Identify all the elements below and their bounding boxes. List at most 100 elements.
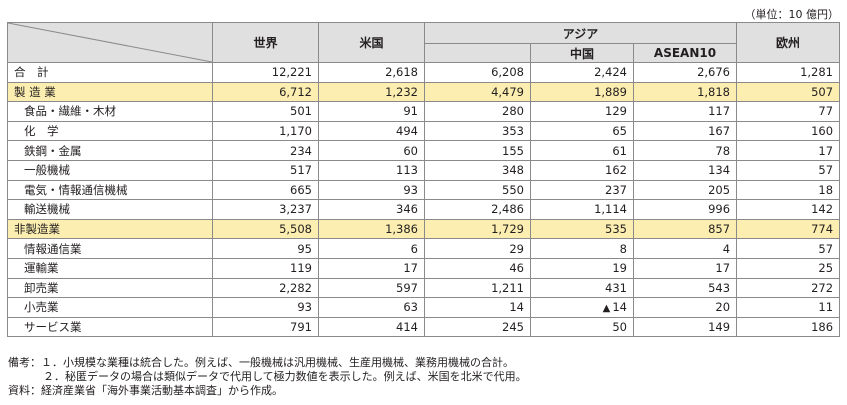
cell-world: 95 <box>212 238 319 259</box>
cell-china: 1,114 <box>530 199 634 220</box>
cell-europe: 142 <box>736 199 841 220</box>
cell-asean: 17 <box>632 257 738 279</box>
cell-asean: 2,676 <box>632 62 738 83</box>
cell-china: 2,424 <box>530 62 634 83</box>
cell-asia: 6,208 <box>424 62 531 83</box>
table-row: 電気・情報通信機械 665 93 550 237 205 18 <box>7 179 841 201</box>
cell-asia: 29 <box>424 238 531 259</box>
cell-us: 6 <box>318 238 425 259</box>
cell-china: 50 <box>530 316 634 338</box>
table-row: 輸送機械 3,237 346 2,486 1,114 996 142 <box>7 199 841 220</box>
table-row: 一般機械 517 113 348 162 134 57 <box>7 159 841 181</box>
col-header-china: 中国 <box>530 43 634 63</box>
cell-europe: 160 <box>736 120 841 142</box>
cell-us: 63 <box>318 297 425 318</box>
cell-us: 1,386 <box>318 218 425 240</box>
row-label: 一般機械 <box>7 159 213 181</box>
cell-us: 2,618 <box>318 62 425 83</box>
diagonal-line <box>8 23 212 62</box>
cell-europe: 17 <box>736 140 841 161</box>
table-row: 鉄鋼・金属 234 60 155 61 78 17 <box>7 140 841 161</box>
cell-china: 61 <box>530 140 634 161</box>
table-row: 小売業 93 63 14 ▲ 14 20 11 <box>7 297 841 318</box>
cell-europe: 1,281 <box>736 62 841 83</box>
cell-world: 2,282 <box>212 277 319 299</box>
cell-china: 535 <box>530 218 634 240</box>
row-label: 運輸業 <box>7 257 213 279</box>
table-row: 食品・繊維・木材 501 91 280 129 117 77 <box>7 101 841 122</box>
row-label: 輸送機械 <box>7 199 213 220</box>
cell-europe: 25 <box>736 257 841 279</box>
cell-us: 346 <box>318 199 425 220</box>
cell-world: 12,221 <box>212 62 319 83</box>
cell-europe: 774 <box>736 218 841 240</box>
cell-world: 501 <box>212 101 319 122</box>
cell-europe: 77 <box>736 101 841 122</box>
cell-us: 91 <box>318 101 425 122</box>
table-row-highlight: 製 造 業 6,712 1,232 4,479 1,889 1,818 507 <box>7 81 841 103</box>
cell-us: 113 <box>318 159 425 181</box>
col-header-asia: アジア <box>423 22 738 44</box>
cell-asean: 78 <box>632 140 738 161</box>
cell-asia: 14 <box>424 297 531 318</box>
unit-note: （単位：10 億円） <box>744 8 840 21</box>
cell-europe: 186 <box>736 316 841 338</box>
row-label: 食品・繊維・木材 <box>7 101 213 122</box>
row-label: 製 造 業 <box>7 81 213 103</box>
cell-asean: 149 <box>632 316 738 338</box>
cell-asean: 996 <box>632 199 738 220</box>
table-row: 情報通信業 95 6 29 8 4 57 <box>7 238 841 259</box>
cell-world: 119 <box>212 257 319 279</box>
cell-world: 3,237 <box>212 199 319 220</box>
row-label: 鉄鋼・金属 <box>7 140 213 161</box>
cell-us: 93 <box>318 179 425 201</box>
table-row: 化 学 1,170 494 353 65 167 160 <box>7 120 841 142</box>
col-header-us: 米国 <box>318 22 425 63</box>
note-1: 備考：１．小規模な業種は統合した。例えば、一般機械は汎用機械、生産用機械、業務用… <box>8 356 514 369</box>
row-label: 化 学 <box>7 120 213 142</box>
cell-us: 494 <box>318 120 425 142</box>
cell-asia: 155 <box>424 140 531 161</box>
estimate-triangle-icon: ▲ <box>602 303 611 315</box>
cell-asean: 134 <box>632 159 738 181</box>
cell-asean: 543 <box>632 277 738 299</box>
cell-us: 597 <box>318 277 425 299</box>
cell-world: 234 <box>212 140 319 161</box>
table-row: 運輸業 119 17 46 19 17 25 <box>7 257 841 279</box>
cell-china: 237 <box>530 179 634 201</box>
cell-world: 665 <box>212 179 319 201</box>
row-label: 卸売業 <box>7 277 213 299</box>
cell-asean: 205 <box>632 179 738 201</box>
cell-asia: 1,211 <box>424 277 531 299</box>
cell-asia: 348 <box>424 159 531 181</box>
cell-asia: 353 <box>424 120 531 142</box>
cell-asia: 245 <box>424 316 531 338</box>
cell-world: 517 <box>212 159 319 181</box>
cell-us: 60 <box>318 140 425 161</box>
col-header-asia-total <box>424 43 531 63</box>
col-header-europe: 欧州 <box>736 22 841 63</box>
cell-europe: 57 <box>736 238 841 259</box>
cell-china: 162 <box>530 159 634 181</box>
header-corner-cell <box>7 22 213 63</box>
cell-world: 791 <box>212 316 319 338</box>
col-header-asean: ASEAN10 <box>632 43 738 63</box>
cell-china: 8 <box>530 238 634 259</box>
row-label: 合 計 <box>7 62 213 83</box>
cell-world: 6,712 <box>212 81 319 103</box>
cell-asia: 2,486 <box>424 199 531 220</box>
source-note: 資料：経済産業省「海外事業活動基本調査」から作成。 <box>8 384 283 397</box>
cell-asean: 857 <box>632 218 738 240</box>
cell-us: 17 <box>318 257 425 279</box>
table-row: 合 計 12,221 2,618 6,208 2,424 2,676 1,281 <box>7 62 841 83</box>
cell-china: 65 <box>530 120 634 142</box>
table-row: サービス業 791 414 245 50 149 186 <box>7 316 841 338</box>
cell-world: 1,170 <box>212 120 319 142</box>
cell-china-value: 14 <box>612 300 627 315</box>
cell-us: 414 <box>318 316 425 338</box>
cell-world: 93 <box>212 297 319 318</box>
cell-europe: 18 <box>736 179 841 201</box>
cell-asean: 167 <box>632 120 738 142</box>
cell-china: 431 <box>530 277 634 299</box>
fdi-table: 世界 米国 アジア 欧州 中国 ASEAN10 合 計 12,221 2,618… <box>7 22 841 338</box>
